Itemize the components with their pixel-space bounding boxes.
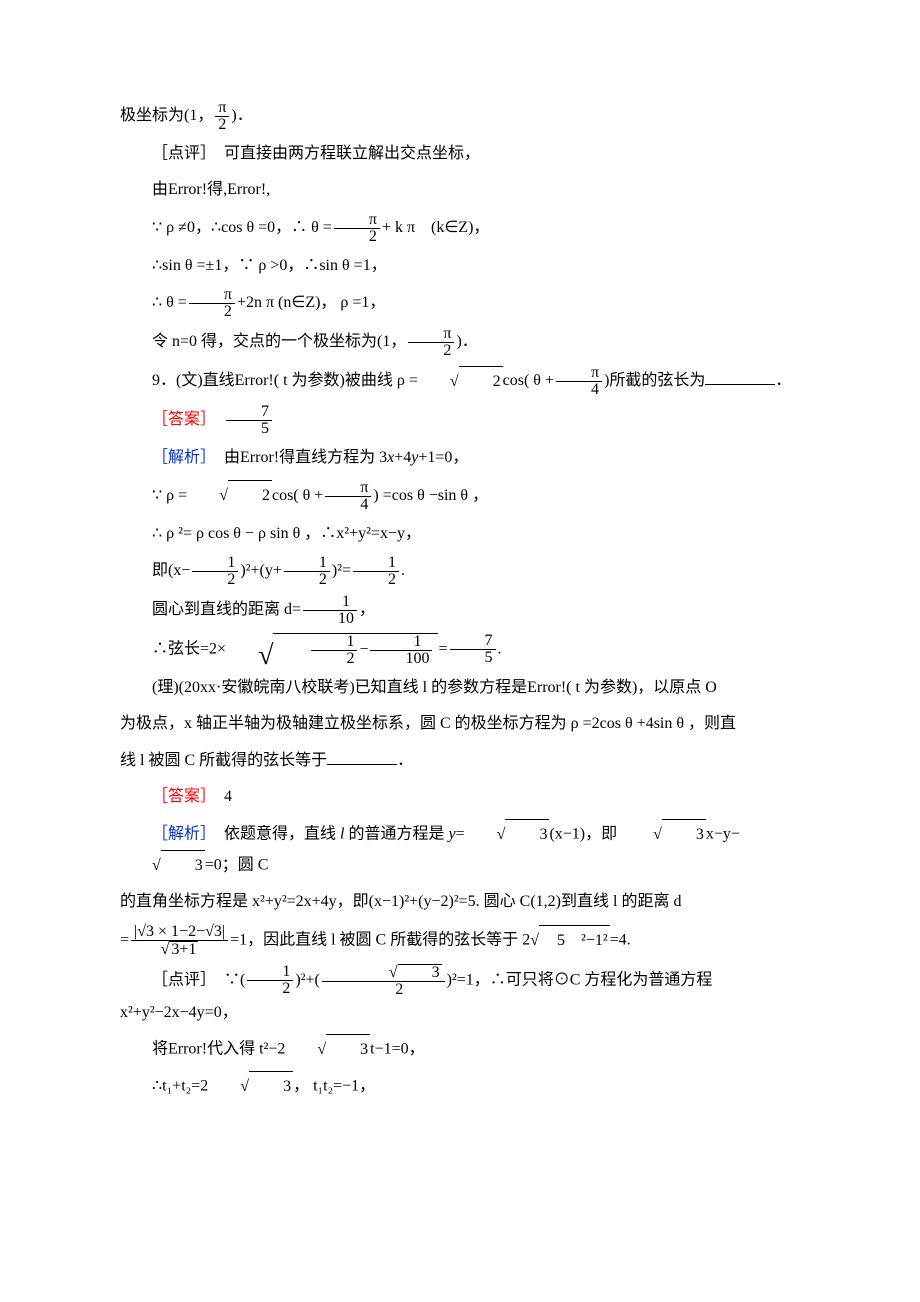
frac-pi-over-2: π2: [215, 100, 229, 133]
frac-pi-over-2-c: π2: [189, 287, 235, 320]
analysis-2-line3: =|√3 × 1−2−√3|3+1=1，因此直线 l 被圆 C 所截得的弦长等于…: [120, 924, 800, 958]
frac-1-over-10: 110: [303, 594, 357, 627]
frac-pi-over-4-a: π4: [556, 365, 602, 398]
frac-dist: |√3 × 1−2−√3|3+1: [131, 924, 228, 958]
line-rho-eq: ∵ ρ =2cos( θ +π4) =cos θ −sin θ ，: [120, 480, 800, 513]
frac-7-over-5-ans: 75: [226, 404, 272, 437]
analysis-label-1: ［解析］: [152, 449, 208, 466]
sqrt-3-d: 3: [285, 1034, 370, 1065]
sqrt-3-b: 3: [621, 819, 706, 850]
line-sin-pm1: ∴sin θ =±1，∵ ρ >0，∴sin θ =1，: [120, 251, 800, 281]
line-chord-length: ∴弦长=2×√12−1100=75.: [120, 633, 800, 667]
line-error-derive: 由Error!得,Error!,: [120, 175, 800, 205]
analysis-1-line1: ［解析］ ［解析］ 由Error!得直线方程为 3x+4y+1=0，由Error…: [120, 443, 800, 473]
comment-heading: ［点评］ 可直接由两方程联立解出交点坐标，: [120, 139, 800, 169]
line-cos-zero: ∵ ρ ≠0，∴cos θ =0，∴ θ =π2+ k π (k∈Z)，: [120, 212, 800, 245]
frac-root3-over-2: 32: [322, 964, 445, 998]
line-rho-sq: ∴ ρ ²= ρ cos θ − ρ sin θ ，∴x²+y²=x−y，: [120, 519, 800, 549]
frac-half-c: 12: [353, 555, 399, 588]
frac-half-d: 12: [247, 964, 293, 997]
line-circle-eq: 即(x−12)²+(y+12)²=12.: [120, 555, 800, 588]
sqrt-3-a: 3: [465, 819, 550, 850]
frac-7-over-5-b: 75: [450, 633, 496, 666]
frac-half-a: 12: [192, 555, 238, 588]
sqrt-3-e: 3: [208, 1071, 293, 1102]
question-9-li-l2: 为极点，x 轴正半轴为极轴建立极坐标系，圆 C 的极坐标方程为 ρ =2cos …: [120, 709, 800, 739]
line-polar-coord: 极坐标为(1，π2)．: [120, 100, 800, 133]
question-9-li-l3: 线 l 被圆 C 所截得的弦长等于．: [120, 746, 800, 776]
answer-value-2: 4: [224, 788, 232, 805]
frac-pi-over-4-b: π4: [325, 480, 371, 513]
answer-label-2: ［答案］: [152, 788, 208, 805]
answer-blank-2: [327, 748, 397, 765]
sqrt-big-1: √12−1100: [226, 633, 438, 667]
line-distance-d: 圆心到直线的距离 d=110，: [120, 594, 800, 627]
frac-pi-over-2-d: π2: [408, 326, 454, 359]
frac-pi-over-2-b: π2: [334, 212, 380, 245]
comment-2-line2: 将Error!代入得 t²−23t−1=0，: [120, 1034, 800, 1065]
analysis-2-line1: ［解析］ ［解析］ 依题意得，直线 l 的普通方程是 y=依题意得，直线 l 的…: [120, 819, 800, 882]
answer-label-1: ［答案］: [152, 411, 208, 428]
question-9-li-l1: (理)(20xx·安徽皖南八校联考)已知直线 l 的参数方程是Error!( t…: [120, 673, 800, 703]
sqrt-2-b: 2: [187, 480, 272, 511]
sqrt-3-c: 3: [120, 850, 205, 881]
answer-1: ［答案］ 75: [120, 404, 800, 437]
line-theta-value: ∴ θ =π2+2n π (n∈Z)， ρ =1，: [120, 287, 800, 320]
sqrt-chord: 5 ²−1²: [530, 925, 609, 956]
answer-2: ［答案］ 4: [120, 782, 800, 812]
comment-2-line3: ∴t₁+t₂=23， t₁t₂=−1，: [120, 1071, 800, 1102]
comment-2-line1: ［点评］ ∵(12)²+(32)²=1，∴可只将⊙C 方程化为普通方程 x²+y…: [120, 964, 800, 1028]
analysis-2-line2: 的直角坐标方程是 x²+y²=2x+4y，即(x−1)²+(y−2)²=5. 圆…: [120, 887, 800, 917]
frac-half-b: 12: [284, 555, 330, 588]
analysis-label-2: ［解析］: [152, 825, 208, 842]
question-9-wen: 9．(文)直线Error!( t 为参数)被曲线 ρ =2cos( θ +π4)…: [120, 365, 800, 398]
line-n-zero: 令 n=0 得，交点的一个极坐标为(1，π2)．: [120, 326, 800, 359]
answer-blank-1: [705, 368, 775, 385]
sqrt-2-a: 2: [418, 366, 503, 397]
